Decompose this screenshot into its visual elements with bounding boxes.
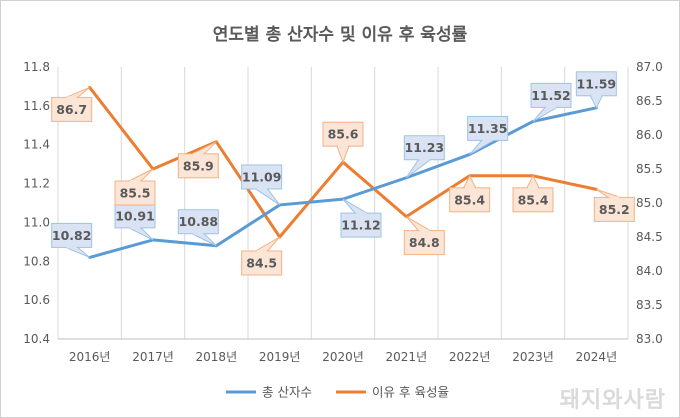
data-label: 85.2 <box>599 202 630 217</box>
y-left-tick-label: 11.6 <box>23 99 50 113</box>
callout-box <box>512 187 554 213</box>
callout-box <box>51 96 93 122</box>
data-label: 11.09 <box>242 169 282 184</box>
y-right-tick-label: 83.0 <box>636 332 663 346</box>
callout-box <box>449 187 491 213</box>
chart-title: 연도별 총 산자수 및 이유 후 육성률 <box>213 24 468 45</box>
grid-lines <box>57 67 629 339</box>
data-label: 11.52 <box>531 88 571 103</box>
data-label-litter-size: 11.23 <box>403 135 445 179</box>
y-right-tick-label: 86.0 <box>636 128 663 142</box>
data-label-growth-rate: 85.2 <box>593 188 635 222</box>
y-left-tick-label: 11.4 <box>23 138 50 152</box>
y-left-tick-label: 10.8 <box>23 254 50 268</box>
y-right-tick-label: 86.5 <box>636 94 663 108</box>
y-left-tick-label: 11.0 <box>23 215 50 229</box>
data-label: 85.5 <box>120 186 151 201</box>
x-tick-label: 2020년 <box>322 350 364 364</box>
y-right-tick-label: 85.0 <box>636 196 663 210</box>
callout-pointer <box>336 145 350 164</box>
data-label-growth-rate: 84.8 <box>403 216 445 256</box>
data-label: 11.59 <box>577 76 617 91</box>
callout-pointer <box>65 246 90 258</box>
data-label-litter-size: 11.35 <box>467 115 509 155</box>
data-label: 10.82 <box>52 228 92 243</box>
data-label: 10.88 <box>179 214 219 229</box>
x-tick-label: 2023년 <box>512 350 554 364</box>
data-label: 11.35 <box>468 121 508 136</box>
data-label-litter-size: 10.88 <box>177 209 219 247</box>
callout-box <box>177 209 219 235</box>
data-label-growth-rate: 84.5 <box>241 236 283 276</box>
callout-box <box>575 71 617 97</box>
y-left-tick-label: 11.8 <box>23 60 50 74</box>
callout-pointer <box>469 139 496 155</box>
data-label-growth-rate: 85.4 <box>512 174 554 213</box>
data-label: 86.7 <box>56 102 87 117</box>
data-label: 11.23 <box>405 140 445 155</box>
x-tick-label: 2018년 <box>196 350 238 364</box>
callout-box <box>340 212 382 238</box>
data-labels: 10.82 10.91 10.88 11.09 11.12 11.23 11.35 11.52… <box>51 71 635 276</box>
x-tick-label: 2017년 <box>132 350 174 364</box>
data-label-litter-size: 11.52 <box>530 82 572 122</box>
callout-pointer <box>589 95 604 109</box>
legend-label-growth-rate: 이유 후 육성율 <box>372 385 449 400</box>
callout-pointer <box>128 168 154 182</box>
data-label: 85.4 <box>518 192 549 207</box>
callout-pointer <box>405 216 433 232</box>
y-right-tick-label: 87.0 <box>636 60 663 74</box>
callout-box <box>403 230 445 256</box>
callout-pointer <box>253 236 281 252</box>
data-label-litter-size: 11.12 <box>340 198 382 238</box>
data-label-growth-rate: 85.9 <box>177 141 219 179</box>
callout-pointer <box>342 198 369 214</box>
callout-pointer <box>254 188 281 206</box>
data-label: 84.5 <box>246 256 277 271</box>
y-right-tick-label: 84.5 <box>636 230 663 244</box>
data-label-growth-rate: 85.6 <box>322 121 364 164</box>
data-label-litter-size: 11.59 <box>575 71 617 109</box>
watermark-logo: 돼지와사람 <box>559 387 666 413</box>
data-label: 10.91 <box>115 208 155 223</box>
data-label-litter-size: 10.82 <box>51 222 93 258</box>
callout-pointer <box>596 188 621 198</box>
callout-box <box>322 121 364 147</box>
y-right-tick-label: 84.0 <box>636 264 663 278</box>
legend-label-litter-size: 총 산자수 <box>262 385 312 400</box>
data-label: 84.8 <box>409 235 440 250</box>
callout-box <box>241 164 283 190</box>
callout-pointer <box>192 141 217 155</box>
axes: 10.4 10.6 10.8 11.0 11.2 11.4 11.6 11.8 83.0 83.5… <box>23 60 662 364</box>
data-label: 85.6 <box>328 127 359 142</box>
callout-box <box>593 196 635 222</box>
callout-box <box>241 250 283 276</box>
callout-pointer <box>128 227 154 241</box>
y-left-tick-label: 10.6 <box>23 293 50 307</box>
data-label-growth-rate: 85.4 <box>449 174 491 213</box>
y-right-tick-label: 85.5 <box>636 162 663 176</box>
y-left-tick-label: 11.2 <box>23 177 50 191</box>
data-label-litter-size: 11.09 <box>241 164 283 206</box>
callout-box <box>177 153 219 179</box>
data-label: 11.12 <box>341 218 381 233</box>
callout-box <box>467 115 509 141</box>
data-label-growth-rate: 86.7 <box>51 86 93 122</box>
legend: 총 산자수 이유 후 육성율 <box>226 385 449 400</box>
data-label: 85.4 <box>454 192 485 207</box>
x-tick-label: 2016년 <box>69 350 111 364</box>
x-tick-label: 2022년 <box>449 350 491 364</box>
x-tick-label: 2021년 <box>386 350 428 364</box>
data-label: 85.9 <box>183 158 214 173</box>
x-tick-label: 2019년 <box>259 350 301 364</box>
callout-box <box>114 180 156 206</box>
x-tick-label: 2024년 <box>576 350 618 364</box>
callout-pointer <box>65 86 90 98</box>
y-right-tick-label: 83.5 <box>636 298 663 312</box>
y-left-tick-label: 10.4 <box>23 332 50 346</box>
data-label-growth-rate: 85.5 <box>114 168 156 206</box>
